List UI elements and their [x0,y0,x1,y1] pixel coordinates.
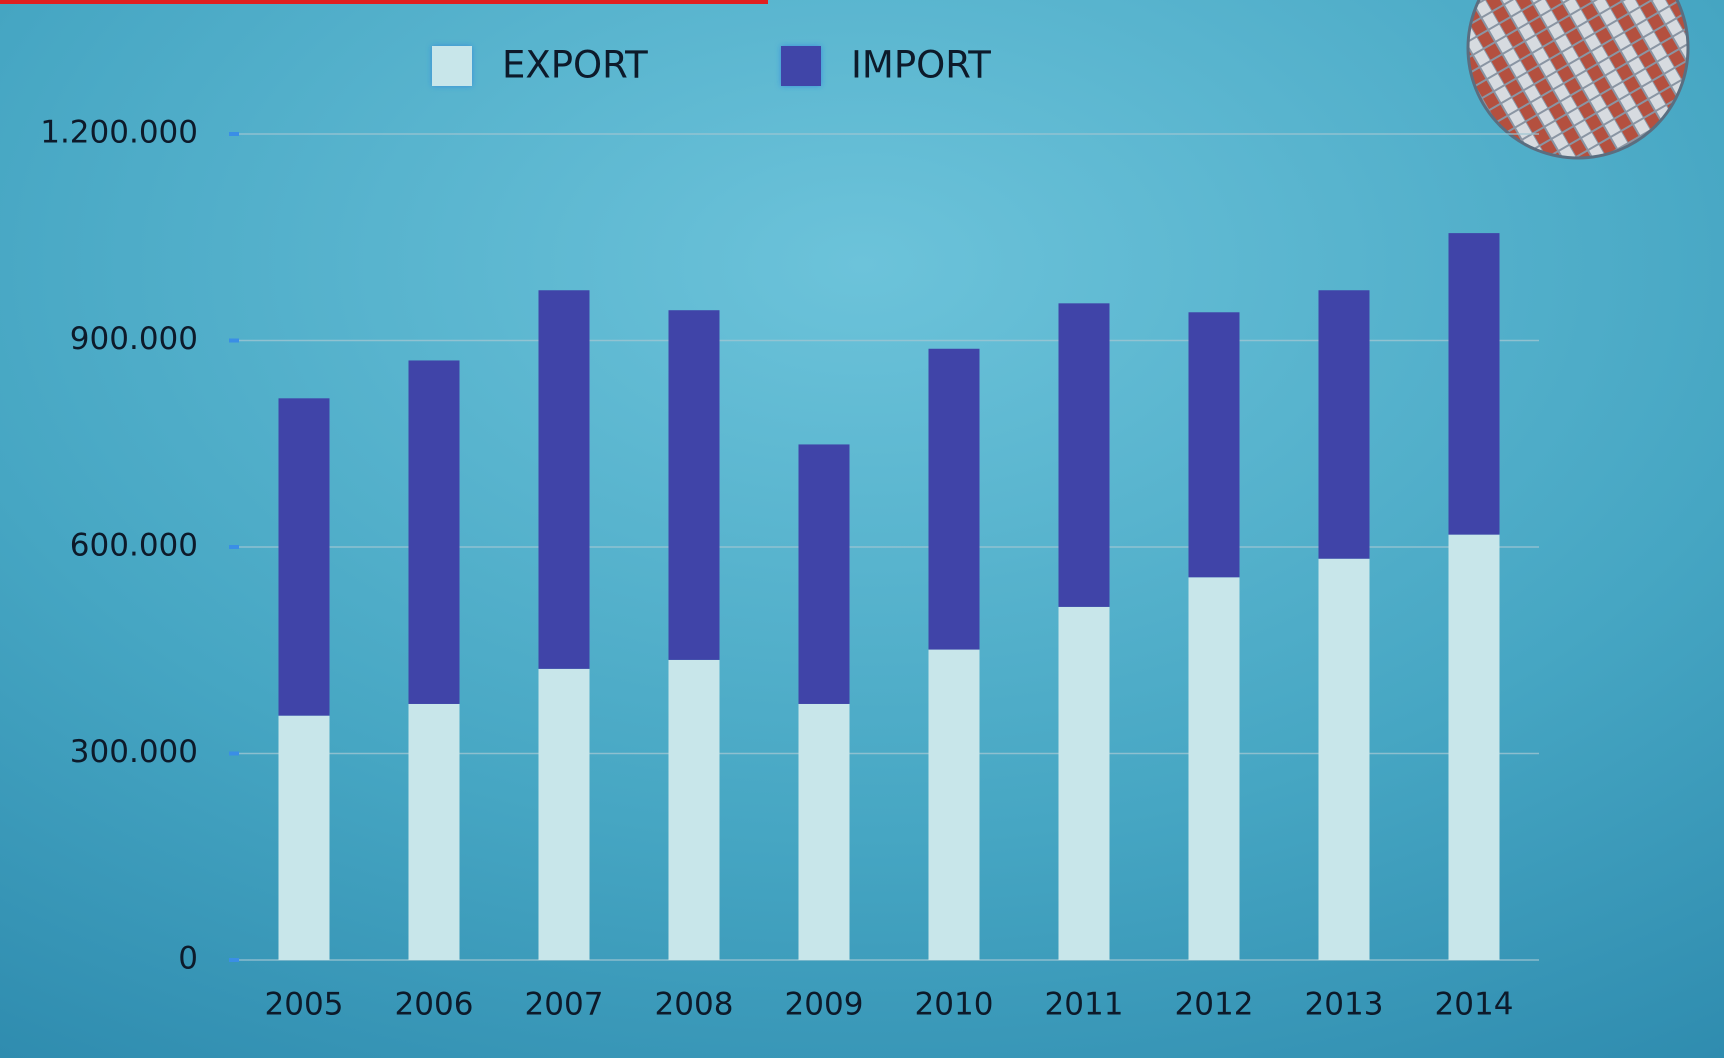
bar-segment [928,348,980,650]
x-tick-label: 2006 [395,987,474,1023]
bar-segment [1448,534,1500,960]
bar-segment [278,398,330,716]
bar-segment [668,659,720,960]
decor-bar [0,0,768,4]
legend-label: IMPORT [851,44,991,87]
bar-segment [1318,290,1370,559]
y-tick-label: 300.000 [70,734,198,770]
bar-segment [1188,577,1240,960]
y-tick-label: 1.200.000 [40,115,198,151]
bar-segment [1188,312,1240,578]
legend-swatch [432,46,472,86]
x-tick-label: 2008 [655,987,734,1023]
legend-swatch [781,46,821,86]
bar-segment [798,444,850,704]
bar-segment [408,703,460,960]
bar-segment [408,360,460,704]
plot-area: 0 300.000 600.000 900.000 1.200.000 2005 2006 2… [40,44,1539,1023]
legend-label: EXPORT [502,44,648,87]
bar-segment [668,310,720,660]
x-tick-label: 2012 [1175,987,1254,1023]
y-tick-label: 900.000 [70,321,198,357]
x-tick-label: 2014 [1435,987,1514,1023]
x-tick-label: 2009 [785,987,864,1023]
y-tick-label: 600.000 [70,528,198,564]
x-tick-label: 2011 [1045,987,1124,1023]
bar-segment [928,649,980,960]
x-tick-label: 2010 [915,987,994,1023]
bar-segment [278,715,330,960]
x-tick-label: 2013 [1305,987,1384,1023]
decor-photo [1466,0,1690,160]
bar-segment [1058,303,1110,607]
x-tick-label: 2007 [525,987,604,1023]
y-tick-label: 0 [178,941,198,977]
x-tick-label: 2005 [265,987,344,1023]
bar-segment [1058,606,1110,960]
bar-segment [1448,233,1500,535]
bar-segment [538,290,590,669]
bar-segment [1318,558,1370,960]
bar-segment [798,703,850,960]
bar-segment [538,668,590,960]
